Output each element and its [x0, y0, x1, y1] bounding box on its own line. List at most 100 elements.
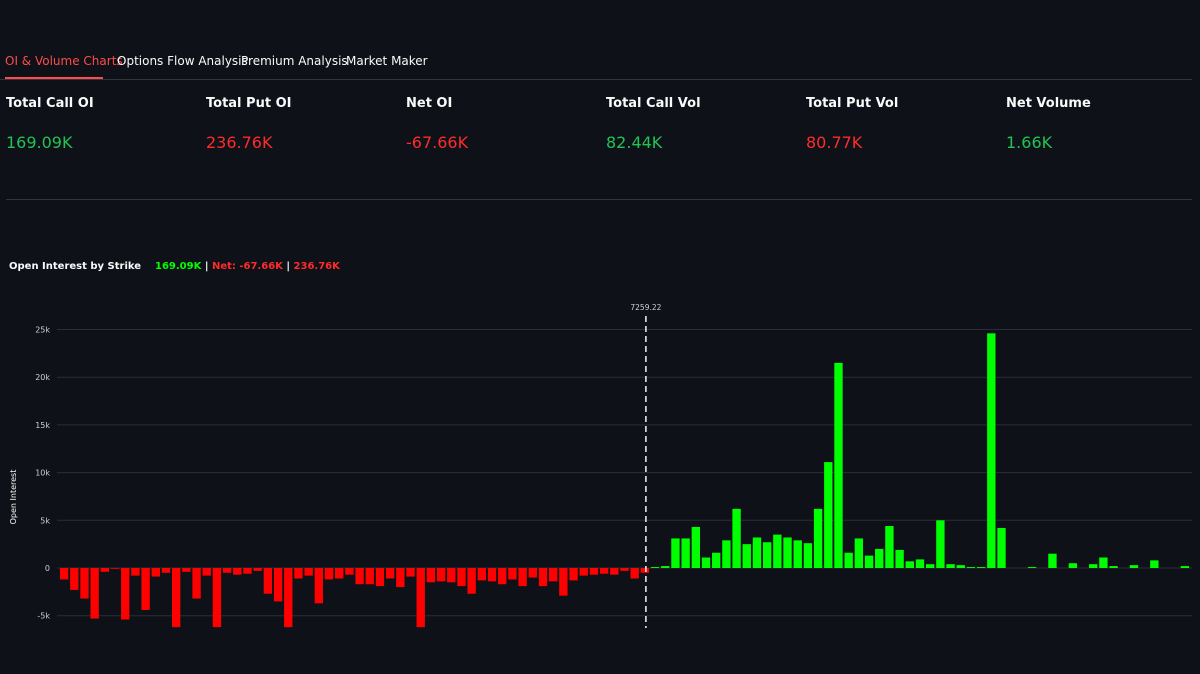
put-oi-bar: [110, 568, 120, 569]
put-oi-bar: [161, 568, 171, 573]
call-oi-bar: [864, 555, 874, 568]
call-oi-bar: [956, 565, 965, 568]
tab-market-maker[interactable]: Market Maker: [346, 54, 428, 68]
y-tick-label: 5k: [40, 516, 50, 525]
put-oi-bar: [172, 568, 181, 628]
metric-total-call-vol: Total Call Vol 82.44K: [606, 96, 796, 152]
call-oi-bar: [895, 549, 904, 568]
call-oi-bar: [834, 362, 843, 568]
call-oi-bar: [773, 534, 782, 568]
put-oi-bar: [100, 568, 110, 572]
put-oi-bar: [436, 568, 446, 582]
put-oi-bar: [294, 568, 303, 579]
call-oi-bar: [926, 564, 935, 568]
call-oi-bar: [1089, 564, 1098, 568]
call-oi-bar: [722, 540, 731, 568]
call-oi-bar: [732, 508, 741, 568]
put-oi-bar: [243, 568, 252, 574]
put-oi-bar: [630, 568, 639, 579]
call-oi-bar: [936, 520, 945, 568]
call-oi-bar: [1048, 553, 1057, 568]
chart-title-separator: |: [286, 261, 291, 272]
call-oi-bar: [803, 543, 813, 568]
call-oi-bar: [966, 567, 976, 568]
open-interest-bar-chart: -5k 0 5k 10k 15k 20k 25k Open Interest 7259.22: [9, 303, 1192, 628]
put-oi-bar: [80, 568, 89, 599]
put-oi-bar: [345, 568, 354, 575]
put-oi-bar: [131, 568, 140, 576]
metric-net-volume: Net Volume 1.66K: [1006, 96, 1196, 152]
tab-oi-volume-charts[interactable]: OI & Volume Charts: [5, 54, 123, 68]
put-oi-bar: [192, 568, 201, 599]
call-oi-bar: [987, 333, 996, 568]
put-oi-bar: [467, 568, 476, 594]
metric-label: Net Volume: [1006, 96, 1091, 111]
call-oi-bar: [752, 537, 762, 568]
spot-price-label: 7259.22: [630, 303, 661, 312]
call-oi-bar: [1150, 560, 1159, 568]
call-oi-bar: [1068, 563, 1078, 568]
y-tick-label: -5k: [37, 612, 50, 621]
put-oi-bar: [487, 568, 497, 582]
call-oi-bar: [1129, 565, 1139, 568]
put-oi-bar: [610, 568, 619, 575]
call-oi-bar: [783, 537, 792, 568]
chart-title-separator: |: [204, 261, 209, 272]
tab-options-flow-analysis[interactable]: Options Flow Analysis: [117, 54, 248, 68]
chart-title: Open Interest by Strike 169.09K | Net: -…: [9, 261, 340, 272]
put-oi-bar: [141, 568, 150, 610]
y-axis-label: Open Interest: [9, 470, 18, 525]
metric-value: 80.77K: [806, 133, 863, 152]
y-tick-label: 0: [45, 564, 50, 573]
call-oi-bar: [742, 544, 751, 568]
metric-total-put-oi: Total Put OI 236.76K: [206, 96, 396, 152]
put-oi-bar: [416, 568, 425, 628]
call-oi-bar: [915, 559, 925, 568]
put-oi-bar: [212, 568, 222, 628]
call-oi-bar: [712, 552, 721, 568]
put-oi-bar: [70, 568, 79, 590]
call-oi-bar: [793, 540, 802, 568]
tab-premium-analysis[interactable]: Premium Analysis: [241, 54, 348, 68]
call-oi-bar: [650, 567, 660, 568]
y-tick-label: 20k: [35, 373, 50, 382]
call-oi-bar: [701, 557, 711, 568]
put-oi-bar: [406, 568, 415, 577]
put-oi-bar: [457, 568, 466, 587]
put-oi-bar: [314, 568, 324, 604]
y-tick-label: 15k: [35, 421, 50, 430]
call-oi-bar: [946, 564, 955, 568]
put-oi-bar: [447, 568, 456, 583]
put-oi-bar: [59, 568, 69, 580]
put-oi-bar: [549, 568, 558, 582]
call-oi-bar: [885, 526, 894, 568]
metric-value: -67.66K: [406, 133, 469, 152]
call-oi-bar: [997, 527, 1006, 568]
metric-label: Total Call Vol: [606, 96, 701, 111]
chart-net-total: Net: -67.66K: [211, 261, 283, 272]
call-oi-bar: [1109, 566, 1118, 568]
call-oi-bar: [1180, 566, 1190, 568]
put-oi-bar: [559, 568, 568, 596]
put-oi-bar: [304, 568, 313, 576]
y-tick-label: 25k: [35, 326, 50, 335]
put-oi-bar: [640, 568, 650, 573]
call-oi-bar: [875, 548, 884, 568]
metric-label: Net OI: [406, 96, 453, 111]
put-oi-bar: [599, 568, 609, 574]
metric-value: 169.09K: [6, 133, 73, 152]
put-oi-bar: [324, 568, 334, 580]
put-oi-bar: [151, 568, 160, 577]
put-oi-bar: [222, 568, 232, 573]
call-oi-bar: [671, 538, 680, 568]
put-oi-bar: [365, 568, 374, 585]
put-oi-bar: [579, 568, 588, 576]
metric-label: Total Put OI: [206, 96, 292, 111]
put-oi-bar: [273, 568, 283, 602]
call-oi-bar: [844, 552, 853, 568]
put-oi-bar: [284, 568, 293, 628]
metric-value: 236.76K: [206, 133, 273, 152]
call-oi-bar: [905, 561, 914, 568]
put-oi-bar: [518, 568, 527, 587]
put-oi-bar: [233, 568, 242, 575]
